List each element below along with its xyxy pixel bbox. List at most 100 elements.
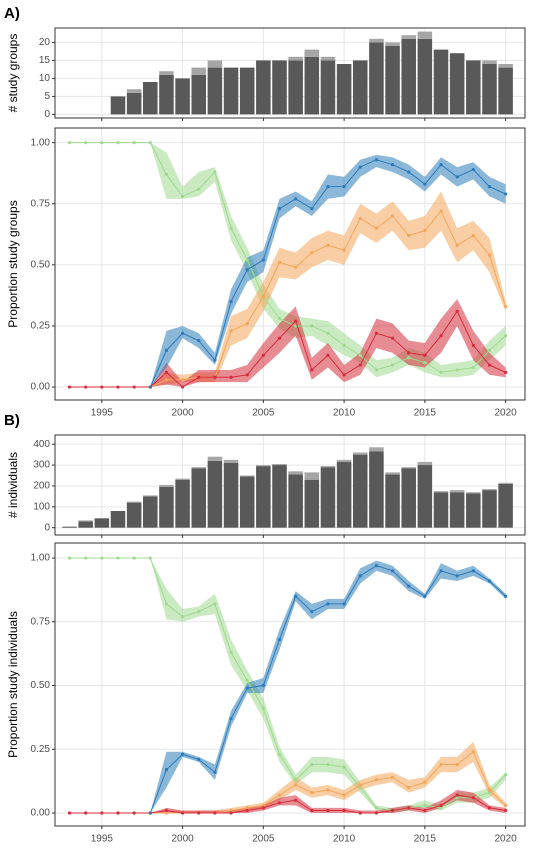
bar <box>336 64 352 115</box>
x-tick-label: 2010 <box>333 834 356 845</box>
x-tick-label: 2020 <box>494 408 517 419</box>
point <box>407 806 411 810</box>
point <box>245 321 249 326</box>
bar <box>207 67 223 115</box>
bar <box>143 495 158 497</box>
bar <box>401 38 416 115</box>
point <box>326 243 330 247</box>
bar <box>369 42 384 115</box>
bar <box>433 491 449 493</box>
point <box>487 788 492 792</box>
bar <box>175 478 190 480</box>
point <box>277 260 282 265</box>
point <box>390 808 395 813</box>
point <box>374 226 379 230</box>
point <box>197 375 201 379</box>
point <box>455 793 459 797</box>
confidence-band <box>150 191 506 388</box>
bar <box>385 474 400 528</box>
point <box>67 385 72 389</box>
bar <box>369 451 384 528</box>
point <box>294 265 298 269</box>
point <box>423 361 427 365</box>
point <box>229 811 233 815</box>
bar <box>110 96 126 115</box>
panel-label: B) <box>4 412 20 429</box>
bar <box>466 60 481 115</box>
bar <box>417 465 433 528</box>
point <box>407 233 411 238</box>
point <box>504 808 508 813</box>
bar <box>126 89 142 93</box>
x-tick-label: 2005 <box>252 408 275 419</box>
point <box>294 798 298 802</box>
bar <box>320 56 336 61</box>
point <box>423 229 427 233</box>
y-tick-label: 1.00 <box>31 137 51 148</box>
point <box>164 172 169 177</box>
bar <box>304 479 320 528</box>
point <box>245 258 249 262</box>
point <box>261 803 265 807</box>
point <box>358 353 362 357</box>
point <box>471 343 475 348</box>
point <box>487 253 492 257</box>
point <box>213 358 217 362</box>
point <box>326 762 330 767</box>
point <box>116 385 120 389</box>
y-tick-label: 10 <box>39 73 51 84</box>
point <box>132 141 136 145</box>
point <box>116 556 120 560</box>
point <box>504 594 508 598</box>
point <box>100 385 104 389</box>
point <box>439 209 443 213</box>
bar <box>223 67 239 115</box>
confidence-band <box>150 741 506 813</box>
point <box>439 334 443 338</box>
line <box>69 310 506 388</box>
point <box>407 785 411 790</box>
point <box>261 353 265 357</box>
point <box>148 556 152 560</box>
point <box>245 268 249 272</box>
point <box>100 811 104 815</box>
bar <box>191 67 207 75</box>
point <box>326 788 330 792</box>
bar <box>401 467 416 469</box>
bar <box>272 60 287 115</box>
point <box>342 343 346 348</box>
bar <box>369 447 384 452</box>
point <box>407 170 411 174</box>
panel-border <box>54 127 526 401</box>
x-tick-label: 2005 <box>252 834 275 845</box>
point <box>261 295 265 299</box>
point <box>455 762 459 767</box>
y-tick-label: 0.25 <box>31 321 51 332</box>
panel-border <box>54 27 526 119</box>
bar <box>385 472 400 475</box>
point <box>326 353 330 357</box>
point <box>294 778 298 782</box>
point <box>407 584 411 588</box>
bar <box>126 502 142 528</box>
point <box>390 363 395 367</box>
point <box>471 750 475 754</box>
point <box>455 574 459 578</box>
point <box>504 773 508 777</box>
bar <box>336 461 352 528</box>
y-tick-label: 100 <box>33 501 50 512</box>
point <box>148 141 152 145</box>
bar <box>239 67 255 115</box>
point <box>310 251 314 255</box>
x-tick-label: 1995 <box>91 834 114 845</box>
y-tick-label: 0.75 <box>31 198 51 209</box>
y-tick-label: 0.00 <box>31 808 51 819</box>
bar <box>288 56 303 61</box>
bar <box>143 82 158 115</box>
bar <box>449 490 465 493</box>
bar <box>288 60 303 115</box>
bar <box>207 60 223 68</box>
point <box>439 163 443 167</box>
point <box>164 370 169 374</box>
bar <box>126 501 142 503</box>
